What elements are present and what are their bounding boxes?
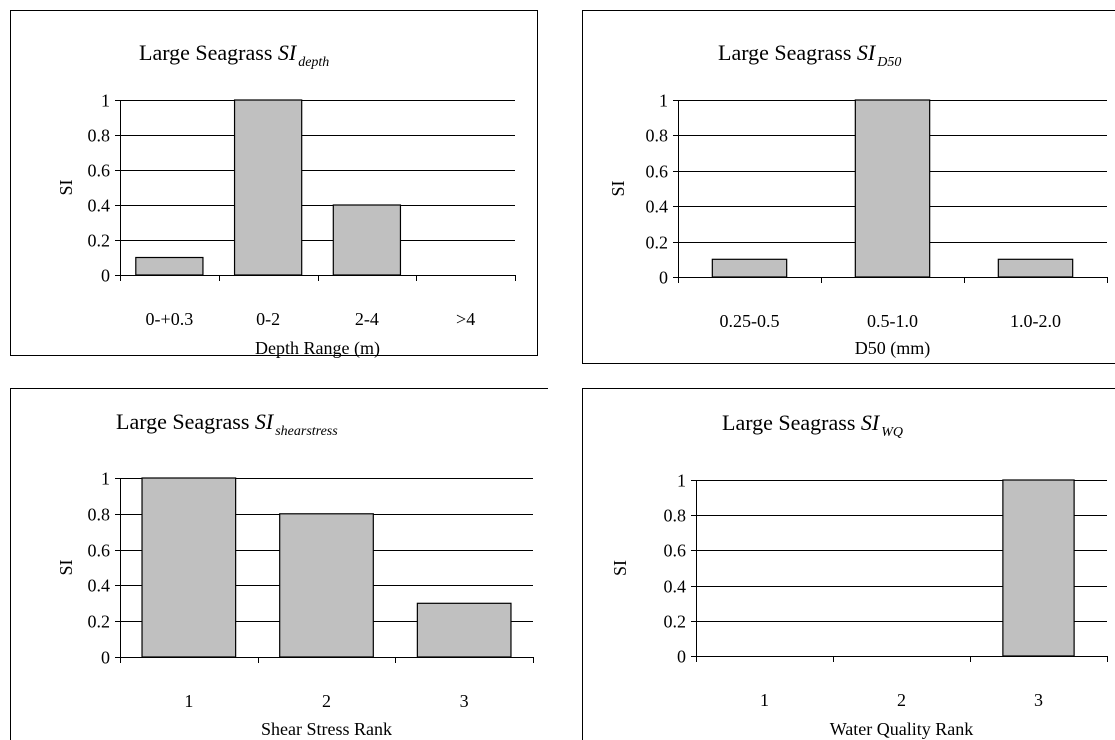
x-axis-label: Water Quality Rank <box>830 719 974 739</box>
bar-3 <box>997 258 1074 278</box>
bar-2 <box>279 513 374 658</box>
x-tick-label: 0.5-1.0 <box>867 311 918 331</box>
bar-3 <box>332 204 402 276</box>
x-tick-label: 0-+0.3 <box>146 309 194 329</box>
chart-panel-shearstress: Large Seagrass SI shearstress 0 0.2 0.4 0.6 0.… <box>0 380 548 740</box>
y-tick-label: 0.6 <box>88 161 111 181</box>
chart-title-main: Large Seagrass <box>139 40 278 65</box>
bar-2 <box>233 99 303 276</box>
bar-3 <box>416 602 512 658</box>
chart-title-subscript: shearstress <box>275 424 338 439</box>
x-tick-label: 2-4 <box>355 309 379 329</box>
chart-title: Large Seagrass SI WQ <box>722 410 903 440</box>
chart-title-subscript: WQ <box>881 425 903 440</box>
chart-title-main: Large Seagrass <box>718 40 857 65</box>
y-tick-label: 0.8 <box>88 126 111 146</box>
x-axis-label: Shear Stress Rank <box>261 719 392 739</box>
chart-title-subscript: D50 <box>876 55 901 70</box>
x-tick-label: 0-2 <box>256 309 280 329</box>
bar-1 <box>135 256 204 276</box>
chart-panel-d50: Large Seagrass SI D50 0 0.2 0.4 0.6 0.8 1 0.25-0… <box>566 0 1115 373</box>
chart-title-main: Large Seagrass <box>722 410 861 435</box>
y-axis-label: SI <box>56 559 76 575</box>
chart-title-symbol: SI <box>857 40 877 65</box>
y-tick-label: 0.6 <box>664 541 687 561</box>
chart-title: Large Seagrass SI depth <box>139 40 329 70</box>
y-tick-label: 0 <box>677 647 686 667</box>
chart-frame <box>582 10 1115 364</box>
chart-depth: Large Seagrass SI depth00.20.40.60.810-+0… <box>10 10 538 359</box>
x-tick-label: 1 <box>760 690 769 710</box>
chart-title: Large Seagrass SI shearstress <box>116 409 338 439</box>
chart-title-symbol: SI <box>255 409 275 434</box>
y-tick-label: 0.4 <box>88 576 111 596</box>
y-tick-label: 0.4 <box>88 196 111 216</box>
y-tick-label: 1 <box>101 469 110 489</box>
bar-2 <box>854 99 931 278</box>
chart-d50: Large Seagrass SI D5000.20.40.60.810.25-0… <box>582 10 1115 364</box>
chart-title: Large Seagrass SI D50 <box>718 40 901 70</box>
x-tick-label: 0.25-0.5 <box>720 311 780 331</box>
y-tick-label: 0.8 <box>646 126 669 146</box>
y-tick-label: 0 <box>101 266 110 286</box>
y-tick-label: 0.4 <box>664 577 687 597</box>
bar-1 <box>711 258 788 278</box>
x-tick-label: 1.0-2.0 <box>1010 311 1061 331</box>
y-tick-label: 1 <box>659 91 668 111</box>
bar-3 <box>1002 479 1075 657</box>
chart-title-subscript: depth <box>298 55 329 70</box>
x-tick-label: >4 <box>456 309 475 329</box>
x-tick-label: 1 <box>184 691 193 711</box>
y-axis-label: SI <box>608 180 628 196</box>
chart-title-symbol: SI <box>278 40 298 65</box>
y-tick-label: 0.6 <box>646 162 669 182</box>
y-tick-label: 0.8 <box>88 505 111 525</box>
y-tick-label: 0.2 <box>88 612 111 632</box>
y-tick-label: 1 <box>677 471 686 491</box>
y-tick-label: 0.4 <box>646 197 669 217</box>
y-tick-label: 0.2 <box>646 233 669 253</box>
y-tick-label: 0.2 <box>88 231 111 251</box>
y-tick-label: 1 <box>101 91 110 111</box>
chart-panel-wq: Large Seagrass SI WQ 0 0.2 0.4 0.6 0.8 1 1 2 3 Wate… <box>566 380 1115 740</box>
bar-1 <box>141 477 237 658</box>
chart-shearstress: Large Seagrass SI shearstress00.20.40.60.… <box>10 388 548 740</box>
chart-title-symbol: SI <box>861 410 881 435</box>
y-tick-label: 0.6 <box>88 541 111 561</box>
y-tick-label: 0.8 <box>664 506 687 526</box>
x-axis-label: D50 (mm) <box>855 338 931 359</box>
y-axis-label: SI <box>610 560 630 576</box>
chart-title-main: Large Seagrass <box>116 409 255 434</box>
y-tick-label: 0.2 <box>664 612 687 632</box>
y-axis-label: SI <box>56 179 76 195</box>
x-tick-label: 2 <box>322 691 331 711</box>
y-tick-label: 0 <box>659 268 668 288</box>
x-tick-label: 2 <box>897 690 906 710</box>
x-axis-label: Depth Range (m) <box>255 338 380 359</box>
x-tick-label: 3 <box>460 691 469 711</box>
x-tick-label: 3 <box>1034 690 1043 710</box>
y-tick-label: 0 <box>101 648 110 668</box>
chart-panel-depth: Large Seagrass SI depth 0 0.2 0.4 0.6 0.8 1 0-+0… <box>0 0 548 373</box>
